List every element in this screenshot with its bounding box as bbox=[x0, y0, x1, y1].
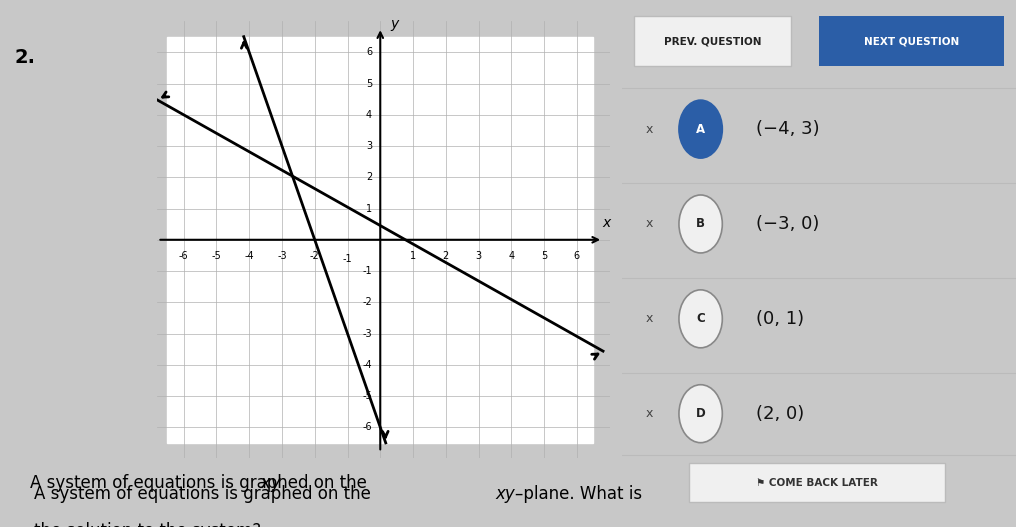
Text: -5: -5 bbox=[363, 391, 372, 401]
Text: -5: -5 bbox=[211, 251, 221, 261]
Text: D: D bbox=[696, 407, 705, 420]
Text: 6: 6 bbox=[366, 47, 372, 57]
FancyBboxPatch shape bbox=[634, 16, 791, 66]
Text: -6: -6 bbox=[363, 422, 372, 432]
Text: 3: 3 bbox=[366, 141, 372, 151]
Text: x: x bbox=[646, 123, 653, 135]
Text: (−3, 0): (−3, 0) bbox=[756, 215, 819, 233]
Text: ⚑ COME BACK LATER: ⚑ COME BACK LATER bbox=[756, 478, 878, 487]
FancyBboxPatch shape bbox=[689, 463, 945, 502]
Circle shape bbox=[679, 195, 722, 253]
Circle shape bbox=[679, 100, 722, 158]
Text: -2: -2 bbox=[363, 297, 372, 307]
Text: the solution to the system?: the solution to the system? bbox=[34, 522, 261, 527]
Text: 1: 1 bbox=[410, 251, 417, 261]
Text: –plane. What is: –plane. What is bbox=[515, 485, 642, 503]
Text: x: x bbox=[646, 313, 653, 325]
Text: 4: 4 bbox=[366, 110, 372, 120]
Text: 4: 4 bbox=[508, 251, 514, 261]
Text: 3: 3 bbox=[475, 251, 482, 261]
Text: B: B bbox=[696, 218, 705, 230]
Text: -4: -4 bbox=[245, 251, 254, 261]
Circle shape bbox=[679, 385, 722, 443]
Text: (−4, 3): (−4, 3) bbox=[756, 120, 820, 138]
Text: xy: xy bbox=[30, 474, 281, 492]
Text: PREV. QUESTION: PREV. QUESTION bbox=[663, 36, 761, 46]
Text: xy: xy bbox=[496, 485, 515, 503]
Text: 2.: 2. bbox=[14, 48, 36, 67]
Text: A system of equations is graphed on the: A system of equations is graphed on the bbox=[30, 474, 373, 492]
Text: 5: 5 bbox=[541, 251, 548, 261]
Text: y: y bbox=[390, 17, 398, 31]
Text: x: x bbox=[646, 218, 653, 230]
Text: -2: -2 bbox=[310, 251, 320, 261]
Text: A: A bbox=[696, 123, 705, 135]
Text: A system of equations is graphed on the: A system of equations is graphed on the bbox=[34, 485, 376, 503]
Text: C: C bbox=[696, 313, 705, 325]
FancyBboxPatch shape bbox=[819, 16, 1004, 66]
Text: 5: 5 bbox=[366, 79, 372, 89]
Text: (2, 0): (2, 0) bbox=[756, 405, 804, 423]
Text: -1: -1 bbox=[342, 254, 353, 264]
Circle shape bbox=[679, 290, 722, 348]
Text: 6: 6 bbox=[574, 251, 580, 261]
Text: 2: 2 bbox=[366, 172, 372, 182]
Text: 1: 1 bbox=[366, 203, 372, 213]
Text: NEXT QUESTION: NEXT QUESTION bbox=[864, 36, 959, 46]
Text: 2: 2 bbox=[443, 251, 449, 261]
Text: -3: -3 bbox=[277, 251, 287, 261]
Text: x: x bbox=[602, 217, 611, 230]
Text: -6: -6 bbox=[179, 251, 189, 261]
Text: x: x bbox=[646, 407, 653, 420]
Text: -3: -3 bbox=[363, 328, 372, 338]
Text: (0, 1): (0, 1) bbox=[756, 310, 804, 328]
Text: -1: -1 bbox=[363, 266, 372, 276]
Text: -4: -4 bbox=[363, 360, 372, 370]
